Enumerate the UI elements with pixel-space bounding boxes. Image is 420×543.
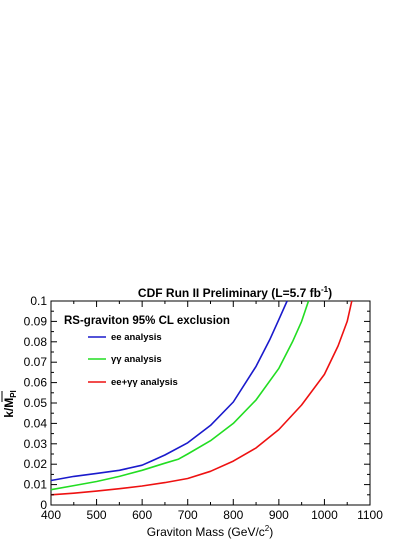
chart-title-sup: -1 bbox=[321, 285, 329, 294]
series-line-2 bbox=[50, 300, 310, 491]
axis-ticks: 400 500 600 700 800 900 1000 1100 0 0.01 0.02 0.03 0… bbox=[24, 294, 384, 522]
y-tick-label: 0 bbox=[40, 498, 47, 512]
x-axis-label-end: ) bbox=[269, 525, 273, 539]
y-axis-label: k/MPl bbox=[2, 390, 18, 418]
x-tick-label: 500 bbox=[87, 508, 107, 522]
x-tick-label: 800 bbox=[223, 508, 243, 522]
series-line-1 bbox=[50, 300, 288, 482]
y-axis-label-main: k/M bbox=[2, 398, 16, 418]
legend-label-1: ee analysis bbox=[111, 332, 162, 343]
y-axis-label-sub: Pl bbox=[9, 390, 18, 398]
series-layer bbox=[50, 300, 353, 496]
y-axis-label-group: k/MPl bbox=[1, 390, 18, 418]
x-tick-label: 700 bbox=[178, 508, 198, 522]
x-tick-label: 400 bbox=[41, 508, 61, 522]
x-tick-label: 1000 bbox=[311, 508, 338, 522]
x-tick-label: 1100 bbox=[357, 508, 383, 522]
chart-title: CDF Run II Preliminary (L=5.7 fb-1) bbox=[138, 285, 332, 300]
x-axis-label: Graviton Mass (GeV/c2) bbox=[147, 524, 273, 539]
plot-area bbox=[50, 300, 371, 506]
legend-label-2: γγ analysis bbox=[111, 354, 162, 365]
legend-label-3: ee+γγ analysis bbox=[111, 377, 178, 388]
series-line-3 bbox=[50, 300, 353, 496]
x-axis-label-main: Graviton Mass (GeV/c bbox=[147, 525, 265, 539]
legend: ee analysis γγ analysis ee+γγ analysis bbox=[88, 332, 178, 388]
y-tick-label: 0.03 bbox=[24, 437, 48, 451]
y-tick-label: 0.04 bbox=[24, 416, 48, 430]
y-tick-label: 0.05 bbox=[24, 396, 48, 410]
x-axis-label-sup: 2 bbox=[265, 524, 270, 533]
y-tick-label: 0.02 bbox=[24, 457, 48, 471]
chart-title-main: CDF Run II Preliminary (L=5.7 fb bbox=[138, 286, 321, 300]
plot-frame bbox=[50, 300, 371, 506]
annotation-text: RS-graviton 95% CL exclusion bbox=[64, 315, 230, 327]
y-tick-label: 0.06 bbox=[24, 376, 48, 390]
y-tick-label: 0.01 bbox=[24, 478, 48, 492]
y-tick-label: 0.1 bbox=[30, 294, 47, 308]
chart-title-end: ) bbox=[328, 286, 332, 300]
y-tick-label: 0.07 bbox=[24, 355, 48, 369]
x-tick-label: 600 bbox=[132, 508, 152, 522]
y-tick-label: 0.08 bbox=[24, 335, 48, 349]
x-tick-label: 900 bbox=[269, 508, 289, 522]
y-tick-label: 0.09 bbox=[24, 314, 48, 328]
